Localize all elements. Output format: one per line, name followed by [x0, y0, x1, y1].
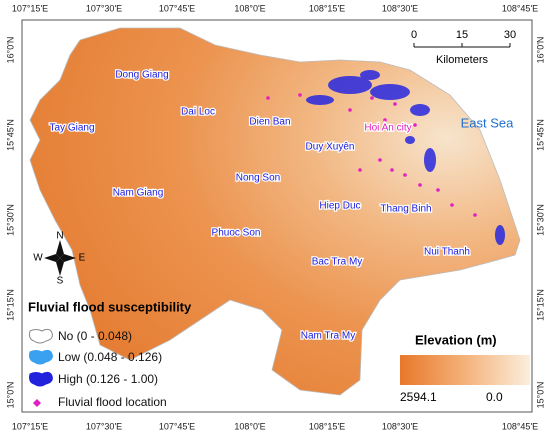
legend-swatch: [29, 349, 53, 365]
flood-point: [370, 96, 374, 100]
compass-east: [60, 254, 76, 262]
flood-point: [298, 93, 302, 97]
lon-tick-label: 107°30'E: [86, 421, 122, 431]
scale-tick-label: 15: [456, 29, 468, 41]
flood-points: [266, 93, 477, 217]
place-label: Dai Loc: [181, 107, 215, 118]
lat-tick-label: 16°0'N: [535, 37, 545, 64]
lat-tick-label: 15°0'N: [5, 382, 15, 409]
scale-tick-label: 30: [504, 29, 516, 41]
place-label: Duy Xuyên: [306, 142, 355, 153]
place-label: Hiep Duc: [319, 201, 360, 212]
lat-tick-label: 16°0'N: [5, 37, 15, 64]
flood-point: [413, 123, 417, 127]
elevation-max: 2594.1: [400, 390, 437, 404]
flood-point: [383, 118, 387, 122]
compass-w: W: [33, 253, 43, 264]
lon-tick-label: 108°0'E: [234, 421, 265, 431]
sea-label: East Sea: [461, 115, 515, 130]
lon-tick-label: 107°15'E: [12, 3, 48, 13]
elevation-ramp: [400, 355, 530, 385]
flood-point: [393, 102, 397, 106]
lat-tick-label: 15°30'N: [5, 204, 15, 236]
lon-tick-label: 107°15'E: [12, 421, 48, 431]
lon-tick-label: 107°30'E: [86, 3, 122, 13]
compass-e: E: [79, 253, 86, 264]
place-label: Thang Binh: [380, 204, 431, 215]
flood-point: [418, 183, 422, 187]
flood-point: [378, 158, 382, 162]
flood-point: [403, 173, 407, 177]
lat-tick-label: 15°15'N: [535, 289, 545, 321]
flood-point: [266, 96, 270, 100]
elevation-min: 0.0: [486, 390, 503, 404]
lon-tick-label: 108°45'E: [502, 421, 538, 431]
lat-tick-label: 15°0'N: [535, 382, 545, 409]
flood-point: [348, 108, 352, 112]
place-label: Nam Tra My: [301, 331, 355, 342]
scale-unit: Kilometers: [436, 54, 488, 66]
lat-tick-label: 15°45'N: [5, 119, 15, 151]
lon-tick-label: 108°0'E: [234, 3, 265, 13]
place-label: Tay Giang: [49, 123, 94, 134]
compass-north: [56, 240, 64, 258]
legend-label: Low (0.048 - 0.126): [58, 350, 162, 364]
place-label: Dien Ban: [249, 117, 290, 128]
lon-tick-label: 108°45'E: [502, 3, 538, 13]
place-label: Hoi An city: [364, 123, 411, 134]
flood-zones: [306, 70, 505, 245]
legend-label: Fluvial flood location: [58, 395, 167, 409]
flood-point: [473, 213, 477, 217]
place-label: Nong Son: [236, 173, 280, 184]
flood-point: [450, 203, 454, 207]
lat-tick-label: 15°15'N: [5, 289, 15, 321]
compass-s: S: [57, 276, 64, 287]
legend-swatch: [33, 399, 41, 407]
place-label: Nui Thanh: [424, 247, 470, 258]
legend-swatch: [29, 328, 53, 344]
province: [29, 27, 521, 396]
lon-tick-label: 107°45'E: [159, 421, 195, 431]
flood-point: [358, 168, 362, 172]
lon-tick-label: 108°15'E: [309, 421, 345, 431]
legend-title: Fluvial flood susceptibility: [28, 299, 192, 314]
compass-south: [56, 258, 64, 276]
legend-label: No (0 - 0.048): [58, 329, 132, 343]
elevation-title: Elevation (m): [415, 332, 497, 347]
flood-point: [390, 168, 394, 172]
lon-tick-label: 107°45'E: [159, 3, 195, 13]
lon-tick-label: 108°15'E: [309, 3, 345, 13]
compass-west: [44, 254, 60, 262]
lon-tick-label: 108°30'E: [382, 421, 418, 431]
place-label: Bac Tra My: [312, 257, 363, 268]
scale-tick-label: 0: [411, 29, 417, 41]
legend-label: High (0.126 - 1.00): [58, 372, 158, 386]
flood-point: [436, 188, 440, 192]
place-label: Phuoc Son: [212, 228, 261, 239]
place-label: Dong Giang: [115, 70, 168, 81]
lat-tick-label: 15°30'N: [535, 204, 545, 236]
lat-tick-label: 15°45'N: [535, 119, 545, 151]
legend-swatch: [29, 371, 53, 387]
compass-n: N: [56, 231, 63, 242]
place-label: Nam Giang: [113, 188, 164, 199]
lon-tick-label: 108°30'E: [382, 3, 418, 13]
